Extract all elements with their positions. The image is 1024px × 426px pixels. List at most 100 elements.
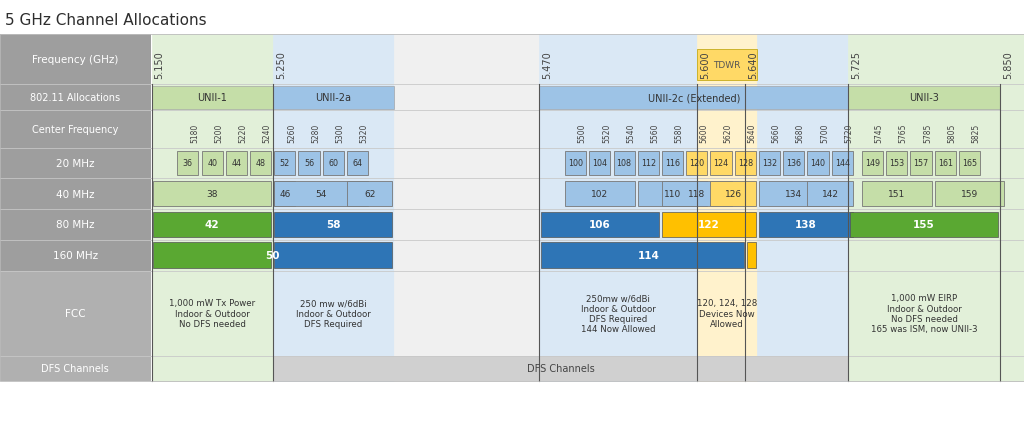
Text: 153: 153: [889, 159, 904, 168]
Bar: [394, 35, 540, 381]
Text: 5745: 5745: [874, 124, 884, 143]
Bar: [613, 151, 635, 176]
Text: 5680: 5680: [796, 124, 805, 143]
Text: 155: 155: [913, 220, 935, 230]
Text: 149: 149: [865, 159, 880, 168]
Text: 62: 62: [364, 190, 376, 199]
Text: 5765: 5765: [899, 124, 908, 143]
Text: 5200: 5200: [214, 124, 223, 143]
Text: 80 MHz: 80 MHz: [56, 220, 94, 230]
Bar: [759, 212, 853, 238]
Bar: [540, 86, 848, 109]
Text: TDWR: TDWR: [714, 61, 740, 70]
Text: 1,000 mW Tx Power
Indoor & Outdoor
No DFS needed: 1,000 mW Tx Power Indoor & Outdoor No DF…: [169, 299, 255, 328]
Text: 136: 136: [786, 159, 801, 168]
Bar: [274, 243, 392, 268]
Bar: [862, 182, 932, 207]
Text: Center Frequency: Center Frequency: [32, 124, 119, 135]
Bar: [638, 151, 659, 176]
Bar: [662, 212, 756, 238]
Bar: [807, 151, 828, 176]
Bar: [759, 151, 780, 176]
Text: 5620: 5620: [723, 124, 732, 143]
Text: 52: 52: [280, 159, 290, 168]
Bar: [935, 182, 1005, 207]
Text: 58: 58: [326, 220, 341, 230]
Text: 128: 128: [737, 159, 753, 168]
Bar: [0, 356, 151, 381]
Text: 60: 60: [329, 159, 338, 168]
Bar: [0, 240, 151, 271]
Bar: [848, 86, 999, 109]
Bar: [177, 151, 199, 176]
Bar: [565, 151, 586, 176]
Text: 5260: 5260: [287, 124, 296, 143]
Bar: [272, 35, 394, 381]
Bar: [850, 212, 998, 238]
Bar: [154, 243, 271, 268]
Text: 802.11 Allocations: 802.11 Allocations: [30, 93, 121, 103]
Text: 54: 54: [315, 190, 327, 199]
Bar: [541, 212, 658, 238]
Bar: [152, 86, 272, 109]
Text: 5.470: 5.470: [543, 51, 552, 79]
Text: DFS Channels: DFS Channels: [526, 363, 594, 374]
Text: 144: 144: [835, 159, 850, 168]
Text: 5805: 5805: [947, 124, 956, 143]
Bar: [862, 151, 883, 176]
Text: 5720: 5720: [844, 124, 853, 143]
Bar: [589, 151, 610, 176]
Bar: [0, 85, 151, 111]
Bar: [272, 86, 394, 109]
Bar: [734, 151, 756, 176]
Text: 5540: 5540: [626, 124, 635, 143]
Bar: [565, 182, 635, 207]
Bar: [0, 111, 151, 148]
Text: 250mw w/6dBi
Indoor & Outdoor
DFS Required
144 Now Allowed: 250mw w/6dBi Indoor & Outdoor DFS Requir…: [581, 294, 655, 334]
Text: 250 mw w/6dBi
Indoor & Outdoor
DFS Required: 250 mw w/6dBi Indoor & Outdoor DFS Requi…: [296, 299, 371, 328]
Text: UNII-2c (Extended): UNII-2c (Extended): [647, 93, 740, 103]
Text: 110: 110: [664, 190, 681, 199]
Bar: [152, 35, 272, 381]
Bar: [323, 151, 344, 176]
Text: 142: 142: [821, 190, 839, 199]
Bar: [0, 210, 151, 240]
Text: 5825: 5825: [972, 124, 981, 143]
Bar: [935, 151, 955, 176]
Bar: [0, 179, 151, 210]
Text: 36: 36: [183, 159, 193, 168]
Bar: [272, 271, 394, 356]
Bar: [910, 151, 932, 176]
Bar: [274, 182, 295, 207]
Bar: [299, 151, 319, 176]
Text: 160 MHz: 160 MHz: [52, 250, 98, 261]
Bar: [274, 212, 392, 238]
Bar: [541, 243, 743, 268]
Text: 120: 120: [689, 159, 705, 168]
Bar: [662, 182, 731, 207]
Bar: [686, 151, 708, 176]
Bar: [831, 151, 853, 176]
Bar: [696, 35, 758, 381]
Bar: [783, 151, 804, 176]
Text: 40: 40: [207, 159, 217, 168]
Text: 124: 124: [714, 159, 729, 168]
Bar: [272, 356, 848, 381]
Bar: [540, 35, 696, 381]
Text: 104: 104: [593, 159, 607, 168]
Text: 134: 134: [785, 190, 803, 199]
Text: 38: 38: [207, 190, 218, 199]
Text: 165: 165: [962, 159, 977, 168]
Bar: [347, 182, 392, 207]
Text: 42: 42: [205, 220, 219, 230]
Bar: [758, 35, 848, 381]
Text: 1,000 mW EIRP
Indoor & Outdoor
No DFS needed
165 was ISM, now UNII-3: 1,000 mW EIRP Indoor & Outdoor No DFS ne…: [870, 294, 977, 334]
Bar: [154, 182, 271, 207]
Text: DFS Channels: DFS Channels: [41, 363, 110, 374]
Text: 122: 122: [698, 220, 720, 230]
Text: 5520: 5520: [602, 124, 611, 143]
Text: 5220: 5220: [239, 124, 248, 143]
Text: 5240: 5240: [262, 124, 271, 143]
Text: 120, 124, 128
Devices Now
Allowed: 120, 124, 128 Devices Now Allowed: [697, 299, 758, 328]
Text: 5280: 5280: [311, 124, 321, 143]
